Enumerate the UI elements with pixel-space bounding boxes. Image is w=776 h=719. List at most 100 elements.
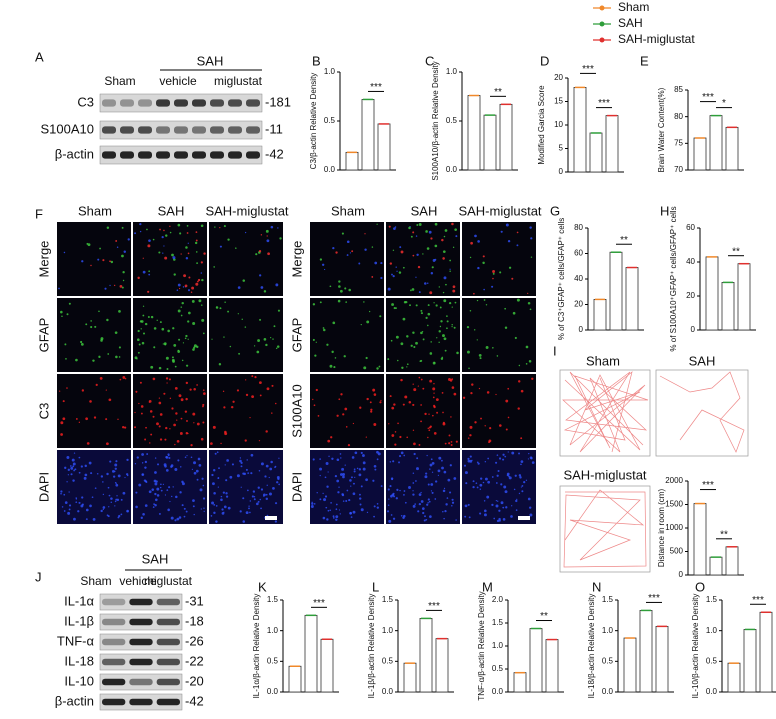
cell bbox=[484, 425, 486, 427]
cell bbox=[115, 240, 118, 242]
cell bbox=[496, 454, 499, 456]
blot-band bbox=[138, 99, 152, 107]
micrograph bbox=[133, 298, 207, 372]
cell bbox=[338, 280, 341, 283]
blot-column: Sham bbox=[80, 574, 111, 588]
cell bbox=[269, 467, 273, 471]
cell bbox=[496, 355, 499, 357]
cell bbox=[85, 508, 89, 512]
cell bbox=[166, 382, 168, 384]
y-tick-label: 0 bbox=[691, 325, 696, 334]
cell bbox=[172, 256, 176, 260]
cell bbox=[349, 252, 352, 254]
cell bbox=[237, 313, 239, 315]
cell bbox=[502, 458, 505, 461]
cell bbox=[263, 493, 266, 497]
cell bbox=[332, 517, 335, 519]
blot-band bbox=[174, 151, 188, 159]
cell bbox=[84, 473, 88, 477]
cell bbox=[512, 311, 516, 315]
cell bbox=[412, 490, 414, 492]
cell bbox=[329, 285, 332, 288]
cell bbox=[218, 363, 222, 366]
cell bbox=[260, 488, 264, 491]
cell bbox=[503, 485, 507, 489]
cell bbox=[126, 510, 129, 512]
cell bbox=[180, 398, 184, 402]
cell bbox=[418, 493, 422, 496]
cell bbox=[218, 467, 220, 470]
y-axis-label: Brain Water Content(%) bbox=[657, 87, 666, 172]
y-tick-label: 1.0 bbox=[706, 626, 718, 635]
blot-band bbox=[129, 638, 153, 646]
cell bbox=[258, 250, 262, 253]
cell bbox=[75, 498, 78, 500]
cell bbox=[507, 451, 509, 453]
cell bbox=[387, 358, 390, 361]
blot-kda: -11 bbox=[265, 121, 283, 136]
cell bbox=[265, 464, 269, 468]
cell bbox=[436, 337, 438, 339]
cell bbox=[502, 518, 506, 521]
cell bbox=[115, 460, 118, 463]
cell bbox=[428, 413, 430, 415]
bar bbox=[725, 546, 739, 576]
cell bbox=[362, 461, 366, 465]
cell bbox=[482, 255, 485, 258]
cell bbox=[474, 421, 477, 424]
cell bbox=[163, 392, 166, 395]
cell bbox=[443, 517, 445, 520]
cell bbox=[107, 353, 110, 355]
cell bbox=[412, 493, 415, 496]
cell bbox=[105, 418, 108, 421]
micrograph bbox=[310, 374, 384, 448]
cell bbox=[84, 464, 88, 468]
cell bbox=[403, 494, 405, 496]
cell bbox=[176, 439, 180, 443]
cell bbox=[361, 454, 365, 457]
cell bbox=[454, 301, 457, 304]
panel-letter: M bbox=[482, 579, 493, 594]
cell bbox=[504, 307, 507, 310]
cell bbox=[388, 225, 391, 228]
bar bbox=[320, 638, 334, 693]
cell bbox=[418, 223, 422, 226]
cell bbox=[486, 495, 490, 499]
cell bbox=[144, 438, 147, 441]
cell bbox=[118, 514, 121, 518]
bar bbox=[625, 267, 639, 331]
cell bbox=[479, 357, 482, 360]
cell bbox=[156, 422, 159, 426]
cell bbox=[138, 483, 142, 487]
cell bbox=[348, 498, 351, 502]
blot-band bbox=[129, 678, 153, 686]
cell bbox=[142, 305, 145, 307]
cell bbox=[73, 452, 76, 454]
cell bbox=[492, 277, 494, 280]
cell bbox=[365, 436, 367, 438]
blot-band bbox=[192, 126, 206, 134]
cell bbox=[170, 516, 174, 520]
cell bbox=[354, 451, 358, 455]
cell bbox=[427, 324, 429, 327]
cell bbox=[237, 286, 241, 289]
cell bbox=[177, 223, 181, 227]
cell bbox=[203, 507, 205, 509]
cell bbox=[414, 503, 416, 505]
cell bbox=[165, 377, 169, 380]
cell bbox=[184, 410, 188, 413]
cell bbox=[311, 502, 314, 505]
cell bbox=[372, 479, 375, 482]
blot-kda: -42 bbox=[185, 693, 204, 708]
cell bbox=[279, 237, 282, 240]
cell bbox=[176, 517, 180, 521]
significance-label: *** bbox=[370, 82, 382, 93]
cell bbox=[336, 458, 340, 462]
blot-row-label: IL-1β bbox=[64, 613, 94, 628]
cell bbox=[245, 468, 248, 471]
cell bbox=[447, 478, 451, 482]
cell bbox=[235, 247, 237, 249]
y-tick-label: 20 bbox=[554, 73, 563, 82]
cell bbox=[326, 485, 329, 488]
blot-band bbox=[102, 598, 126, 606]
